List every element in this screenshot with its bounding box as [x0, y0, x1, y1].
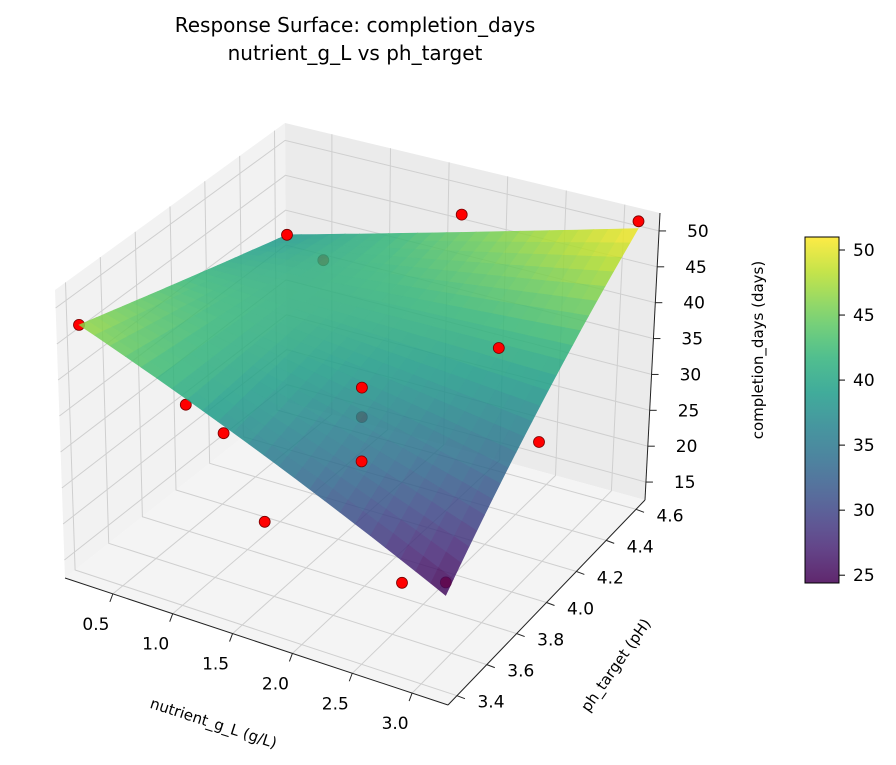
colorbar-tick-label: 50	[853, 241, 875, 261]
observation-point	[281, 228, 293, 241]
chart-title: Response Surface: completion_days	[175, 13, 536, 37]
z-tick-label: 35	[681, 330, 703, 350]
observation-point	[217, 427, 230, 440]
z-tick-label: 15	[674, 473, 696, 493]
x-tick-label: 2.0	[262, 674, 289, 694]
x-tick	[408, 692, 413, 702]
observation-point	[396, 576, 408, 589]
y-tick-label: 4.4	[627, 537, 654, 557]
x-tick-label: 1.5	[202, 655, 229, 675]
z-gridline	[55, 139, 660, 309]
x-tick	[229, 633, 234, 642]
observation-point	[355, 455, 368, 468]
surface	[78, 228, 639, 596]
z-tick-label: 20	[676, 437, 698, 457]
y-gridline	[99, 257, 487, 666]
y-tick-label: 3.6	[507, 662, 534, 682]
surface-patch	[430, 567, 454, 596]
z-tick-label: 45	[685, 258, 707, 278]
z-tick-label: 50	[687, 222, 709, 242]
x-axis-label: nutrient_g_L (g/L)	[148, 694, 280, 753]
plot-area: 0.5 1.0 1.5 2.0 2.5 3.0 3.43.63.84.04.24.44.6 1…	[55, 123, 768, 753]
observation-point	[258, 515, 271, 528]
y-axis-label: ph_target (pH)	[577, 615, 655, 716]
x-tick	[288, 653, 293, 662]
colorbar-tick-label: 40	[853, 371, 875, 391]
y-tick-label: 4.0	[567, 600, 594, 620]
x-tick	[109, 593, 114, 603]
y-tick-label: 3.4	[477, 693, 504, 713]
observation-point	[179, 398, 192, 411]
x-tick-label: 2.5	[322, 694, 349, 714]
colorbar-bar	[804, 236, 840, 584]
observation-point	[492, 342, 505, 354]
observation-point	[355, 381, 368, 394]
x-tick-label: 1.0	[142, 635, 169, 655]
colorbar: 25 30 35 40 45 50	[804, 236, 875, 586]
observation-point	[455, 208, 468, 221]
y-tick	[635, 508, 645, 513]
y-tick	[456, 695, 466, 700]
y-tick	[546, 602, 555, 606]
colorbar-tick-label: 35	[853, 436, 875, 456]
x-axis-line	[64, 577, 449, 706]
y-tick	[606, 539, 615, 544]
x-tick-label: 3.0	[382, 714, 409, 734]
z-axis-label: completion_days (days)	[749, 261, 768, 439]
z-tick-label: 40	[683, 294, 705, 314]
z-axis-line	[644, 212, 661, 501]
x-tick	[348, 673, 353, 682]
x-tick-label: 0.5	[82, 615, 109, 635]
z-tick-label: 30	[680, 365, 702, 385]
colorbar-tick-label: 45	[853, 306, 875, 326]
y-tick-label: 4.6	[656, 506, 683, 526]
z-tick-label: 25	[678, 401, 700, 421]
y-tick-label: 3.8	[537, 631, 564, 651]
x-tick	[169, 613, 174, 622]
observation-point	[533, 436, 545, 448]
colorbar-tick-label: 30	[853, 501, 875, 521]
y-tick	[486, 664, 495, 669]
y-tick-label: 4.2	[597, 568, 624, 588]
chart-subtitle: nutrient_g_L vs ph_target	[228, 41, 483, 65]
x-gridline	[411, 204, 626, 694]
y-tick	[516, 633, 525, 638]
colorbar-tick-label: 25	[853, 566, 875, 586]
observation-point	[632, 215, 645, 228]
y-tick	[576, 570, 585, 575]
y-gridline	[65, 282, 458, 697]
